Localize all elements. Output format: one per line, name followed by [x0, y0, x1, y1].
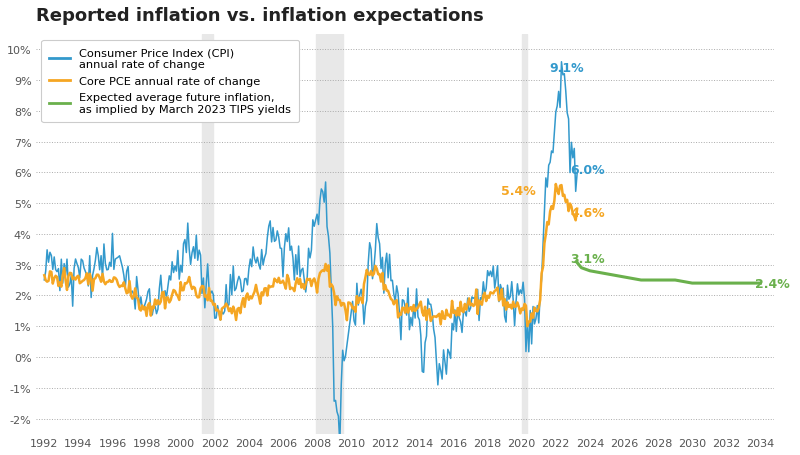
Text: 9.1%: 9.1%: [550, 62, 585, 75]
Text: Reported inflation vs. inflation expectations: Reported inflation vs. inflation expecta…: [36, 7, 483, 25]
Text: 5.4%: 5.4%: [502, 185, 536, 198]
Text: 3.1%: 3.1%: [570, 253, 605, 265]
Bar: [202, 35, 214, 434]
Legend: Consumer Price Index (CPI)
annual rate of change, Core PCE annual rate of change: Consumer Price Index (CPI) annual rate o…: [42, 40, 299, 122]
Text: 6.0%: 6.0%: [570, 163, 605, 177]
Text: 4.6%: 4.6%: [570, 207, 605, 219]
Bar: [522, 35, 527, 434]
Bar: [316, 35, 342, 434]
Text: 2.4%: 2.4%: [755, 277, 790, 290]
